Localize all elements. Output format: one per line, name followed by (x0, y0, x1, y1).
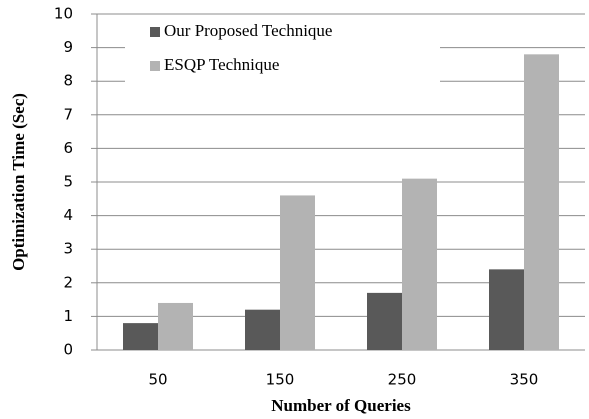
y-tick-label: 2 (63, 273, 73, 291)
legend-swatch (150, 27, 160, 37)
y-tick-label: 9 (63, 38, 73, 56)
y-tick-label: 4 (63, 206, 73, 224)
legend-swatch (150, 61, 160, 71)
bar (367, 292, 402, 350)
y-tick-label: 8 (63, 72, 73, 90)
y-tick-label: 3 (63, 240, 73, 258)
bar (280, 195, 315, 350)
y-tick-label: 1 (63, 307, 73, 325)
bar (524, 54, 559, 350)
y-tick-label: 10 (54, 5, 73, 23)
bar (245, 309, 280, 350)
y-axis-title: Optimization Time (Sec) (9, 93, 28, 271)
legend (125, 15, 440, 85)
x-tick-label: 250 (388, 371, 417, 389)
bar (123, 323, 158, 350)
bar (489, 269, 524, 350)
x-axis-title: Number of Queries (271, 396, 411, 415)
y-tick-label: 0 (63, 341, 73, 359)
x-tick-label: 350 (510, 371, 539, 389)
x-tick-label: 50 (148, 371, 167, 389)
legend-label: ESQP Technique (164, 55, 279, 74)
x-tick-label: 150 (266, 371, 295, 389)
bar (158, 302, 193, 350)
y-tick-label: 6 (63, 139, 73, 157)
legend-label: Our Proposed Technique (164, 21, 332, 40)
y-tick-label: 7 (63, 105, 73, 123)
y-tick-label: 5 (63, 173, 73, 191)
bar (402, 178, 437, 350)
